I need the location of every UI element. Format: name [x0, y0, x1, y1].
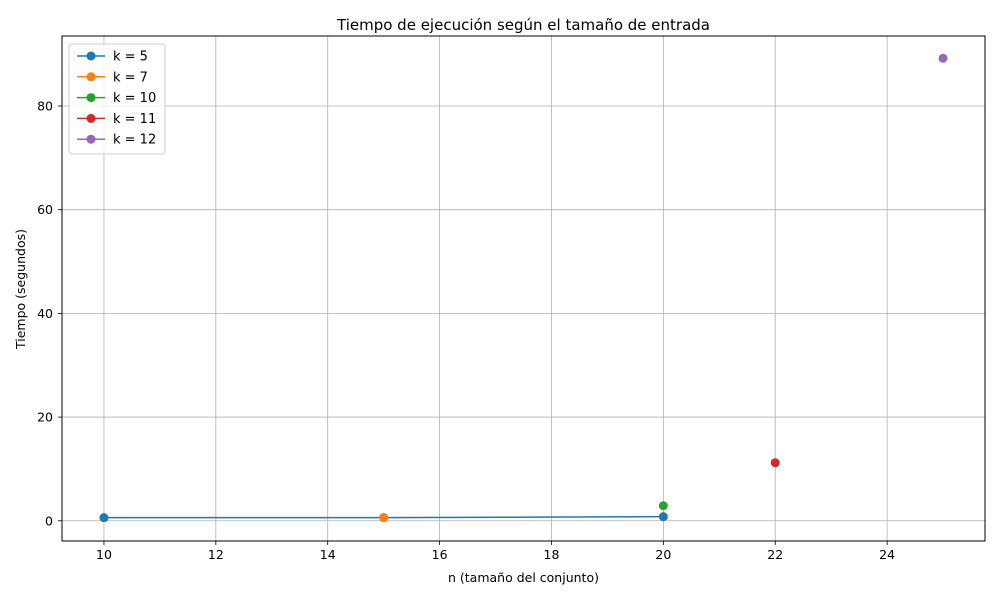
grid	[62, 36, 985, 541]
ticks: 10 12 14 16 18 20 22 24 0 20 40 60 80	[37, 98, 895, 562]
legend-label: k = 12	[113, 133, 156, 148]
legend-marker	[86, 134, 96, 144]
legend-item: k = 12	[77, 133, 156, 148]
legend-marker	[86, 113, 96, 123]
y-tick-label: 40	[37, 306, 53, 321]
series-layer	[99, 53, 948, 523]
legend-marker	[86, 93, 96, 103]
y-tick-label: 20	[37, 410, 53, 425]
series-2	[658, 501, 668, 511]
y-tick-label: 60	[37, 202, 53, 217]
x-tick-label: 12	[208, 547, 224, 562]
plot-frame	[61, 35, 986, 542]
chart-title: Tiempo de ejecución según el tamaño de e…	[336, 16, 710, 34]
x-tick-label: 24	[879, 547, 895, 562]
x-tick-label: 18	[544, 547, 560, 562]
series-4	[938, 53, 948, 63]
legend-item: k = 10	[77, 91, 156, 106]
legend-item: k = 11	[77, 112, 156, 127]
y-tick-label: 0	[45, 513, 53, 528]
legend-box	[68, 43, 166, 155]
data-point	[379, 513, 389, 523]
legend-item: k = 7	[77, 70, 148, 85]
legend-item: k = 5	[77, 50, 148, 65]
data-point	[658, 512, 668, 522]
data-point	[99, 513, 109, 523]
data-point	[938, 53, 948, 63]
legend-label: k = 7	[113, 70, 148, 85]
x-tick-label: 14	[320, 547, 336, 562]
y-tick-label: 80	[37, 98, 53, 113]
y-axis-label: Tiempo (segundos)	[13, 229, 28, 350]
data-point	[658, 501, 668, 511]
legend-marker	[86, 51, 96, 61]
x-axis-label: n (tamaño del conjunto)	[448, 570, 599, 585]
legend-label: k = 11	[113, 112, 156, 127]
legend-label: k = 10	[113, 91, 156, 106]
legend: k = 5 k = 7 k = 10 k = 11 k = 12	[68, 43, 166, 155]
x-tick-label: 10	[96, 547, 112, 562]
x-tick-label: 20	[655, 547, 671, 562]
series-3	[770, 458, 780, 468]
series-1	[379, 513, 389, 523]
x-tick-label: 22	[767, 547, 783, 562]
x-tick-label: 16	[432, 547, 448, 562]
legend-marker	[86, 72, 96, 82]
legend-label: k = 5	[113, 50, 148, 65]
data-point	[770, 458, 780, 468]
